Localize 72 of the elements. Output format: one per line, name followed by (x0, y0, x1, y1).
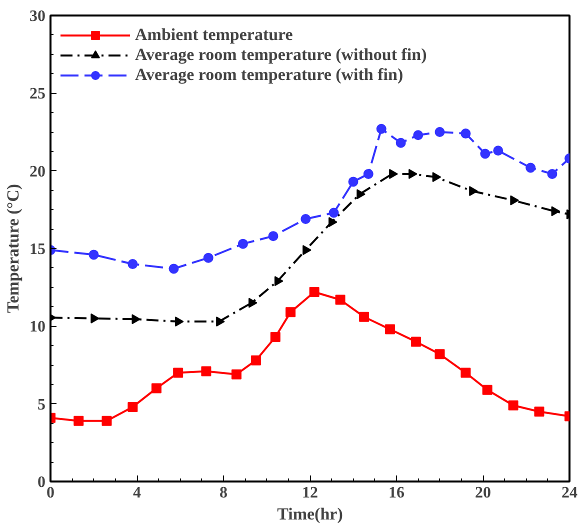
point (385, 324, 396, 334)
point (547, 168, 558, 179)
x-tick-label: 4 (133, 484, 141, 502)
point (413, 130, 424, 140)
y-tick-label: 25 (30, 86, 46, 103)
point (348, 176, 358, 187)
point (274, 276, 284, 286)
y-axis-title: Temperature (°C) (4, 184, 22, 314)
x-tick-label: 16 (388, 484, 404, 502)
legend-label: Average room temperature (without fin) (135, 45, 427, 65)
point (356, 189, 366, 200)
point (270, 332, 280, 342)
point (335, 294, 346, 305)
point (173, 368, 184, 378)
point (132, 314, 141, 324)
point (359, 312, 370, 322)
point (480, 148, 490, 159)
point (434, 349, 445, 360)
point (389, 168, 398, 179)
point (309, 286, 320, 297)
y-tick-label: 20 (30, 163, 46, 180)
x-tick-label: 24 (562, 484, 578, 502)
point (102, 416, 112, 426)
legend-label: Average room temperature (with fin) (135, 65, 404, 85)
point (493, 146, 504, 156)
point (203, 252, 214, 263)
point (286, 307, 296, 318)
point (376, 124, 386, 134)
point (231, 369, 242, 380)
y-tick-label: 30 (30, 8, 46, 25)
y-tick-label: 10 (30, 318, 46, 336)
x-axis-title: Time(hr) (277, 504, 343, 524)
point (469, 186, 478, 196)
point (268, 231, 278, 242)
point (74, 416, 84, 426)
point (482, 384, 492, 395)
point (460, 128, 471, 139)
point (551, 206, 560, 216)
y-tick-label: 5 (38, 396, 46, 414)
point (90, 313, 100, 324)
point (526, 162, 536, 173)
point (168, 264, 179, 274)
point (328, 217, 338, 228)
point (328, 208, 339, 218)
point (302, 245, 312, 256)
legend-label: Ambient temperature (135, 25, 293, 45)
point (238, 238, 248, 249)
point (151, 383, 162, 394)
y-tick-label: 0 (38, 474, 46, 491)
point (174, 316, 184, 327)
point (432, 172, 442, 182)
point (250, 355, 261, 366)
point (300, 214, 311, 224)
point (396, 138, 406, 148)
point (460, 368, 471, 378)
point (201, 366, 212, 376)
point (410, 336, 421, 347)
x-tick-label: 8 (220, 484, 228, 502)
point (88, 250, 99, 260)
point (128, 402, 138, 412)
point (534, 406, 544, 417)
point (363, 168, 374, 179)
point (128, 259, 138, 270)
point (510, 195, 519, 206)
point (408, 168, 418, 179)
point (248, 298, 258, 308)
y-tick-label: 15 (30, 241, 46, 258)
point (216, 316, 225, 327)
x-tick-label: 20 (475, 484, 491, 502)
x-tick-label: 12 (302, 484, 318, 502)
point (434, 127, 445, 137)
point (508, 400, 518, 410)
